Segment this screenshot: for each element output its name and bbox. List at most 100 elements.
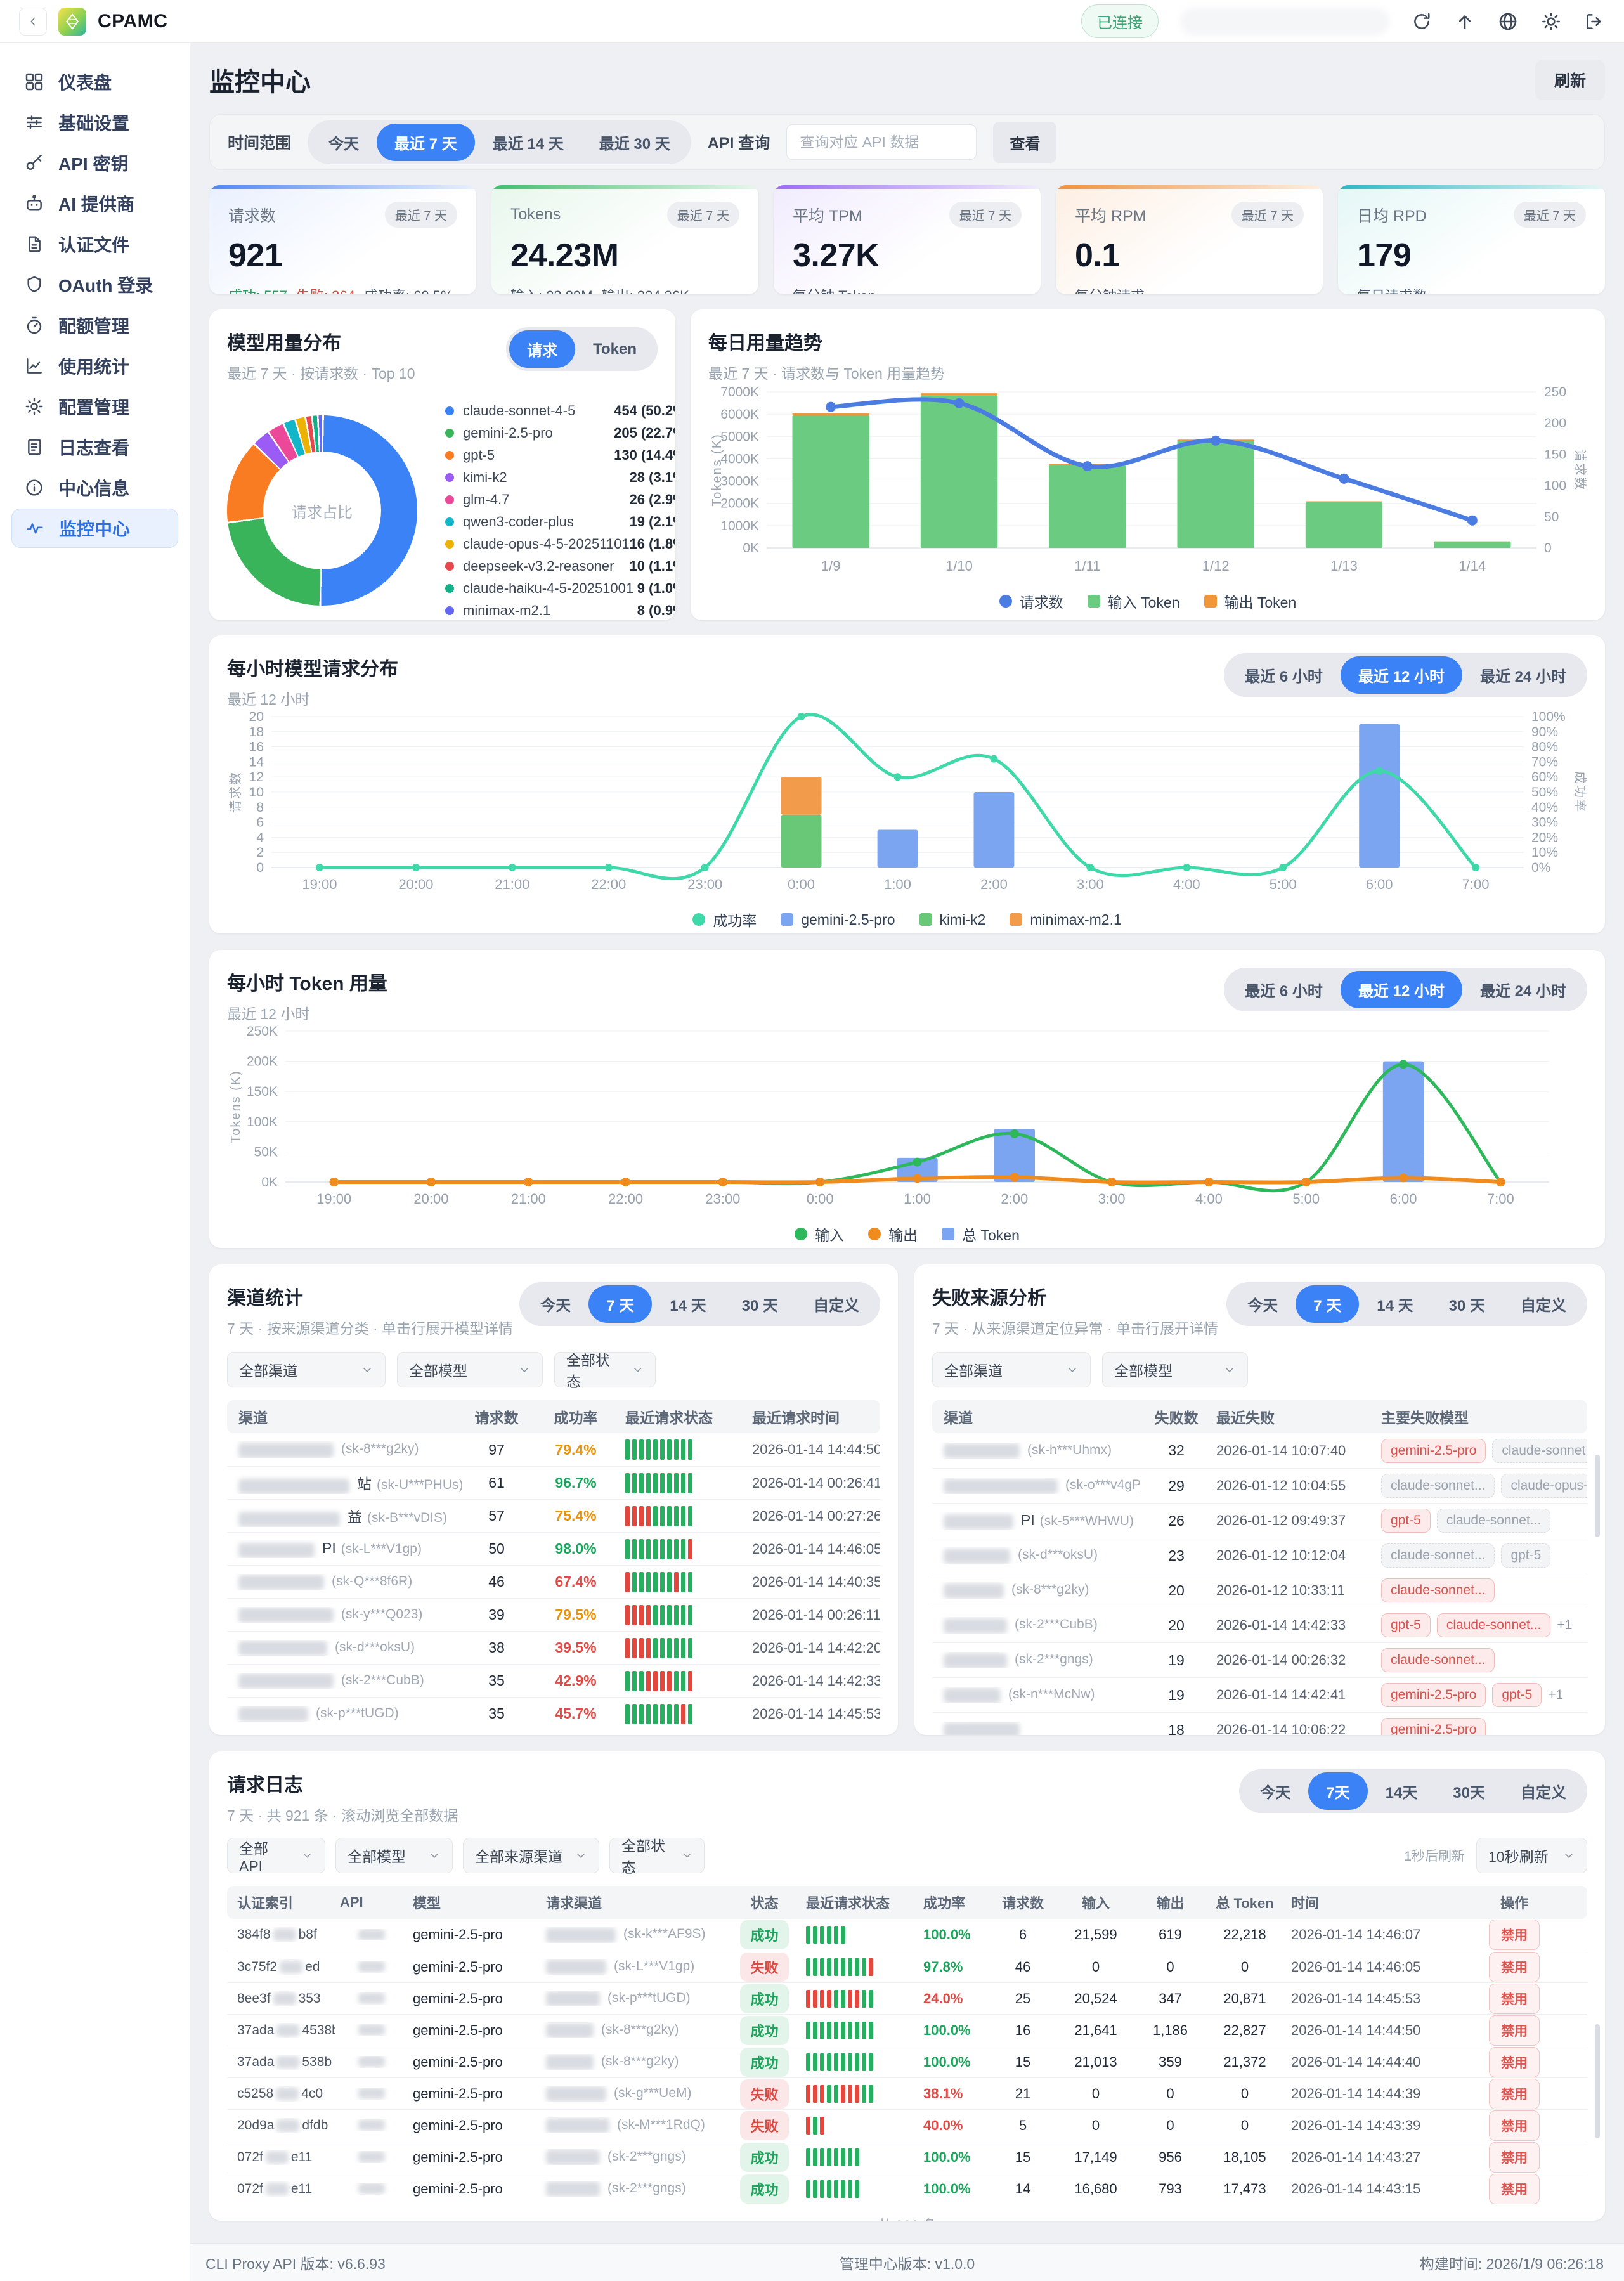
legend-item-0[interactable]: 请求数: [999, 590, 1063, 612]
channel-row-1[interactable]: 站 (sk-U***PHUs) 61 96.7% 2026-01-14 00:26:41: [227, 1466, 880, 1499]
failure-row-0[interactable]: (sk-h***Uhmx) 32 2026-01-14 10:07:40 gemini…: [932, 1433, 1587, 1468]
disable-button[interactable]: 禁用: [1489, 2046, 1540, 2077]
range-option-2[interactable]: 最近 24 小时: [1462, 656, 1584, 694]
legend-item-1[interactable]: gemini-2.5-pro: [781, 911, 895, 928]
range-option-4[interactable]: 自定义: [1503, 1772, 1584, 1810]
legend-item-4[interactable]: glm-4.7 26 (2.9%): [445, 488, 675, 510]
legend-item-9[interactable]: minimax-m2.1 8 (0.9%): [445, 599, 675, 620]
refresh-button[interactable]: 刷新: [1535, 60, 1605, 100]
range-option-4[interactable]: 自定义: [796, 1285, 877, 1323]
legend-item-3[interactable]: minimax-m2.1: [1010, 911, 1122, 928]
range-option-3[interactable]: 30天: [1435, 1772, 1503, 1810]
sidebar-item-7[interactable]: 使用统计: [11, 346, 178, 386]
log-filter-0[interactable]: 全部 API: [227, 1838, 325, 1875]
log-row-7[interactable]: 072f e11 gemini-2.5-pro (sk-2***gngs) 成功 100.…: [227, 2141, 1587, 2173]
disable-button[interactable]: 禁用: [1489, 2141, 1540, 2173]
globe-icon[interactable]: [1497, 11, 1519, 32]
range-option-0[interactable]: 请求: [509, 330, 576, 368]
log-filter-2[interactable]: 全部来源渠道: [463, 1838, 599, 1873]
range-option-1[interactable]: Token: [575, 333, 654, 366]
failure-row-2[interactable]: PI (sk-5***WHWU) 26 2026-01-12 09:49:37 gpt-…: [932, 1503, 1587, 1538]
failure-row-3[interactable]: (sk-d***oksU) 23 2026-01-12 10:12:04 claude…: [932, 1538, 1587, 1573]
logout-icon[interactable]: [1583, 11, 1605, 32]
sidebar-item-1[interactable]: 基础设置: [11, 103, 178, 142]
range-option-1[interactable]: 最近 12 小时: [1340, 656, 1462, 694]
range-option-0[interactable]: 今天: [1242, 1772, 1308, 1810]
range-option-0[interactable]: 最近 6 小时: [1227, 656, 1341, 694]
legend-item-2[interactable]: gpt-5 130 (14.4%): [445, 444, 675, 466]
legend-item-2[interactable]: 输出 Token: [1204, 590, 1296, 612]
disable-button[interactable]: 禁用: [1489, 2110, 1540, 2141]
sidebar-item-11[interactable]: 监控中心: [11, 509, 178, 548]
refresh-interval-select[interactable]: 10秒刷新: [1476, 1838, 1587, 1873]
channel-row-2[interactable]: 益 (sk-B***vDIS) 57 75.4% 2026-01-14 00:27:26: [227, 1499, 880, 1532]
log-row-6[interactable]: 20d9a dfdb gemini-2.5-pro (sk-M***1RdQ) 失败 40…: [227, 2109, 1587, 2141]
api-query-input[interactable]: [786, 124, 977, 160]
channel-filter-0[interactable]: 全部渠道: [227, 1352, 386, 1387]
channel-row-5[interactable]: (sk-y***Q023) 39 79.5% 2026-01-14 00:26:11: [227, 1598, 880, 1631]
sidebar-item-0[interactable]: 仪表盘: [11, 62, 178, 101]
legend-item-1[interactable]: 输出: [868, 1223, 918, 1245]
legend-item-0[interactable]: 输入: [795, 1223, 844, 1245]
disable-button[interactable]: 禁用: [1489, 2173, 1540, 2204]
channel-row-6[interactable]: (sk-d***oksU) 38 39.5% 2026-01-14 14:42:20: [227, 1631, 880, 1664]
view-button[interactable]: 查看: [993, 121, 1057, 163]
sidebar-item-5[interactable]: OAuth 登录: [11, 265, 178, 304]
range-option-0[interactable]: 今天: [523, 1285, 588, 1323]
range-option-3[interactable]: 30 天: [1431, 1285, 1503, 1323]
sidebar-item-4[interactable]: 认证文件: [11, 224, 178, 264]
log-row-1[interactable]: 3c75f2 ed gemini-2.5-pro (sk-L***V1gp) 失败 97.…: [227, 1951, 1587, 1982]
channel-row-4[interactable]: (sk-Q***8f6R) 46 67.4% 2026-01-14 14:40:35: [227, 1565, 880, 1598]
log-row-4[interactable]: 37ada 538b gemini-2.5-pro (sk-8***g2ky) 成功 10…: [227, 2046, 1587, 2077]
log-row-0[interactable]: 384f8 b8f gemini-2.5-pro (sk-k***AF9S) 成功 100…: [227, 1919, 1587, 1951]
disable-button[interactable]: 禁用: [1489, 2078, 1540, 2109]
theme-icon[interactable]: [1540, 11, 1562, 32]
legend-item-3[interactable]: kimi-k2 28 (3.1%): [445, 466, 675, 488]
range-option-1[interactable]: 7 天: [1296, 1285, 1360, 1323]
sidebar-item-9[interactable]: 日志查看: [11, 427, 178, 467]
channel-filter-1[interactable]: 全部模型: [397, 1352, 543, 1387]
range-option-3[interactable]: 30 天: [724, 1285, 796, 1323]
failure-row-4[interactable]: (sk-8***g2ky) 20 2026-01-12 10:33:11 claude…: [932, 1573, 1587, 1608]
refresh-icon[interactable]: [1411, 11, 1432, 32]
range-option-2[interactable]: 14天: [1368, 1772, 1436, 1810]
failure-filter-0[interactable]: 全部渠道: [932, 1352, 1091, 1387]
legend-item-0[interactable]: claude-sonnet-4-5 454 (50.2%): [445, 400, 675, 422]
range-option-4[interactable]: 自定义: [1503, 1285, 1584, 1323]
log-row-8[interactable]: 072f e11 gemini-2.5-pro (sk-2***gngs) 成功 100.…: [227, 2173, 1587, 2204]
failure-row-7[interactable]: (sk-n***McNw) 19 2026-01-14 14:42:41 gemini…: [932, 1677, 1587, 1712]
failure-row-5[interactable]: (sk-2***CubB) 20 2026-01-14 14:42:33 gpt-5 c…: [932, 1608, 1587, 1642]
sidebar-item-3[interactable]: AI 提供商: [11, 184, 178, 223]
upload-icon[interactable]: [1454, 11, 1476, 32]
legend-item-1[interactable]: gemini-2.5-pro 205 (22.7%): [445, 422, 675, 444]
range-option-2[interactable]: 最近 24 小时: [1462, 971, 1584, 1008]
channel-row-3[interactable]: PI (sk-L***V1gp) 50 98.0% 2026-01-14 14:46:0…: [227, 1532, 880, 1565]
legend-item-0[interactable]: 成功率: [692, 909, 757, 930]
log-filter-1[interactable]: 全部模型: [335, 1838, 453, 1873]
sidebar-item-8[interactable]: 配置管理: [11, 387, 178, 426]
range-option-1[interactable]: 最近 7 天: [377, 123, 475, 161]
sidebar-item-6[interactable]: 配额管理: [11, 306, 178, 345]
legend-item-2[interactable]: 总 Token: [942, 1223, 1020, 1245]
legend-item-1[interactable]: 输入 Token: [1087, 590, 1180, 612]
range-option-2[interactable]: 最近 14 天: [475, 124, 581, 161]
range-option-3[interactable]: 最近 30 天: [581, 124, 688, 161]
range-option-1[interactable]: 最近 12 小时: [1340, 971, 1462, 1008]
range-option-1[interactable]: 7 天: [588, 1285, 653, 1323]
range-option-2[interactable]: 14 天: [652, 1285, 724, 1323]
range-option-2[interactable]: 14 天: [1359, 1285, 1431, 1323]
log-row-2[interactable]: 8ee3f 353 gemini-2.5-pro (sk-p***tUGD) 成功 24.…: [227, 1982, 1587, 2014]
disable-button[interactable]: 禁用: [1489, 1920, 1540, 1950]
channel-row-0[interactable]: (sk-8***g2ky) 97 79.4% 2026-01-14 14:44:50: [227, 1433, 880, 1466]
sidebar-item-10[interactable]: 中心信息: [11, 468, 178, 507]
failure-row-1[interactable]: (sk-o***v4gP) 29 2026-01-12 10:04:55 claude…: [932, 1468, 1587, 1503]
range-option-0[interactable]: 今天: [1230, 1285, 1296, 1323]
disable-button[interactable]: 禁用: [1489, 2015, 1540, 2046]
channel-row-7[interactable]: (sk-2***CubB) 35 42.9% 2026-01-14 14:42:33: [227, 1664, 880, 1697]
range-option-0[interactable]: 今天: [311, 124, 377, 161]
failure-scrollbar[interactable]: [1595, 1455, 1600, 1537]
failure-row-8[interactable]: 18 2026-01-14 10:06:22 gemini-2.5-pro: [932, 1712, 1587, 1735]
sidebar-collapse-button[interactable]: [19, 7, 47, 36]
disable-button[interactable]: 禁用: [1489, 1951, 1540, 1982]
